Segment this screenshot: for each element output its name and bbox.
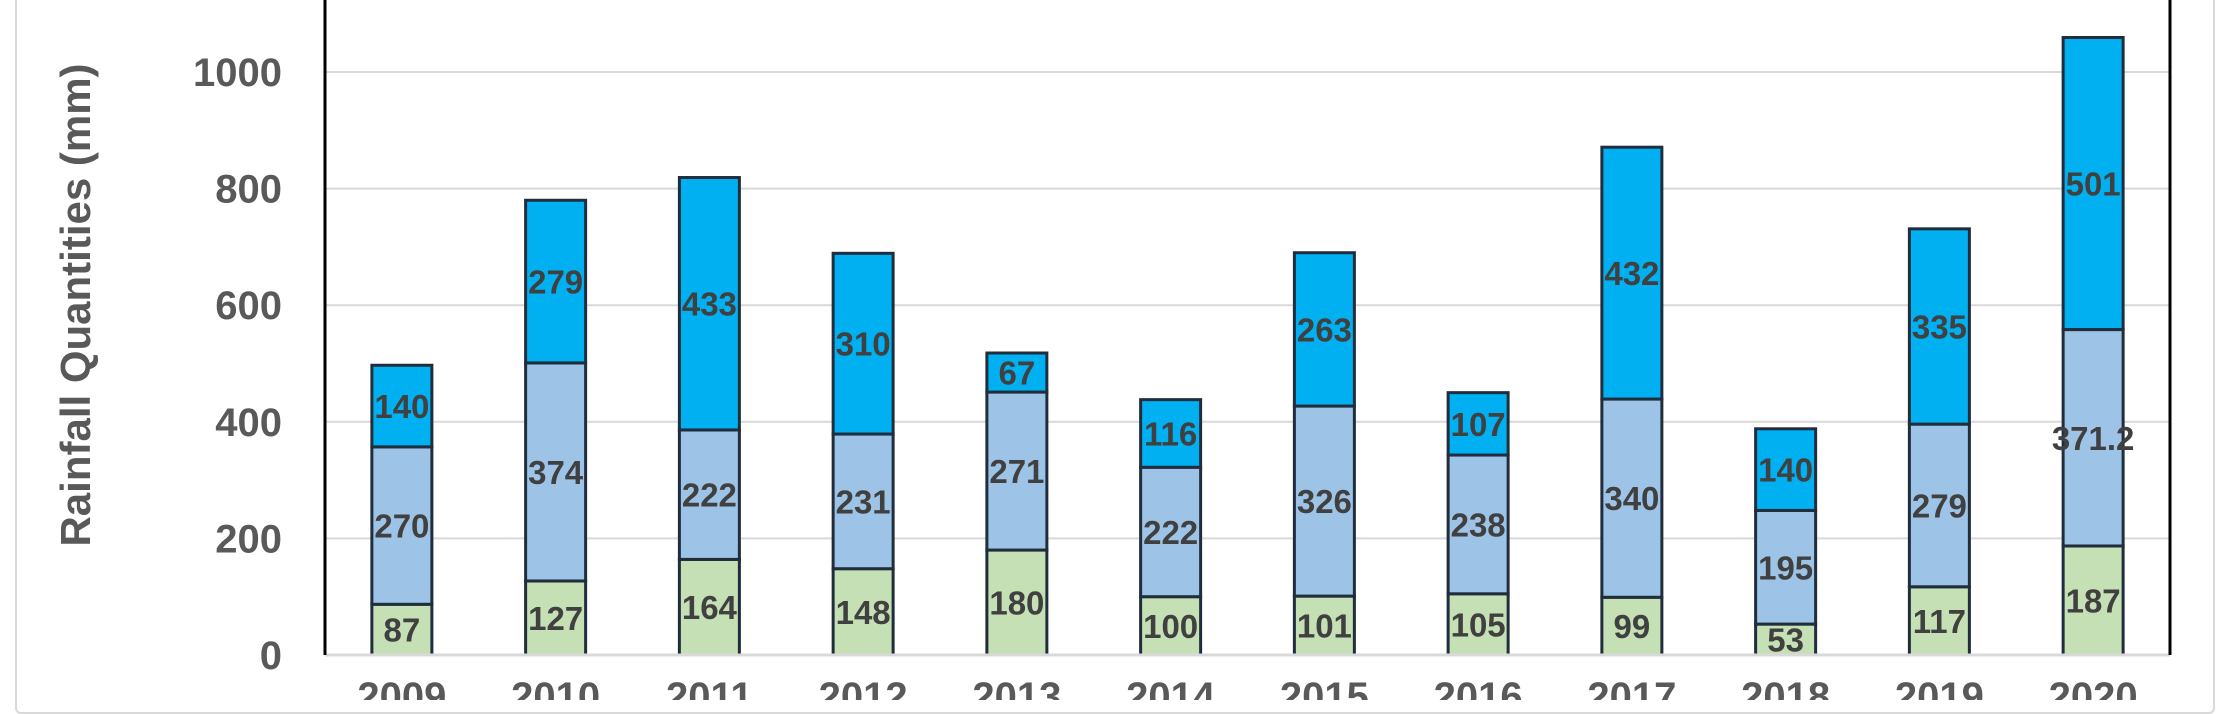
bar-segment: [1754, 622, 1818, 657]
data-label: 140: [374, 388, 429, 425]
x-tick-label: 2016: [1434, 675, 1523, 700]
data-label: 374: [528, 454, 584, 491]
y-tick-label: 600: [215, 284, 282, 328]
data-label: 433: [682, 286, 737, 323]
x-tick-label: 2009: [357, 675, 446, 700]
data-label: 231: [836, 483, 891, 520]
x-tick-label: 2013: [972, 675, 1061, 700]
data-label: 501: [2066, 166, 2121, 203]
bar-segment: [677, 176, 741, 432]
x-tick-label: 2017: [1587, 675, 1676, 700]
bar-segment: [985, 351, 1049, 394]
data-label: 99: [1614, 608, 1651, 645]
data-label: 270: [374, 508, 429, 545]
data-label: 148: [836, 594, 891, 631]
x-tick-label: 2011: [666, 675, 753, 700]
data-label: 100: [1143, 608, 1198, 645]
bar-segment: [1754, 508, 1818, 626]
bar-segment: [2061, 328, 2125, 548]
bar-segment: [1446, 391, 1510, 457]
data-label: 180: [989, 585, 1044, 622]
data-label: 263: [1297, 311, 1352, 348]
bar-segment: [1292, 404, 1356, 598]
data-label: 432: [1604, 255, 1659, 292]
y-tick-label: 400: [215, 401, 282, 445]
axes: 0 200 400 600 800 1000 2009 2010 2011 2012 2013 201…: [193, 0, 2172, 700]
data-label: 326: [1297, 483, 1352, 520]
data-label: 101: [1297, 608, 1352, 645]
data-label: 271: [989, 453, 1044, 490]
bar-segment: [1907, 227, 1971, 426]
y-axis-title: Rainfall Quantities (mm): [52, 63, 99, 546]
y-tick-label: 800: [215, 168, 282, 212]
data-label: 140: [1758, 452, 1813, 489]
data-label: 279: [528, 264, 583, 301]
bar-segment: [370, 363, 434, 449]
data-label: 187: [2066, 582, 2121, 619]
data-label: 238: [1451, 506, 1506, 543]
bar-segment: [985, 390, 1049, 552]
y-tick-label: 1000: [193, 51, 282, 95]
data-label: 116: [1144, 415, 1197, 452]
data-label: 67: [999, 355, 1036, 392]
y-tick-label: 0: [260, 634, 282, 678]
bar-segment: [2061, 544, 2125, 657]
data-label: 222: [1143, 514, 1198, 551]
data-label: 164: [682, 589, 738, 626]
x-tick-label: 2019: [1895, 675, 1984, 700]
data-label: 105: [1451, 606, 1506, 643]
data-label: 371.2: [2052, 420, 2135, 457]
bar-segment: [2061, 35, 2125, 332]
x-tick-label: 2015: [1280, 675, 1369, 700]
bar-segment: [677, 428, 741, 561]
bar-segment: [1292, 251, 1356, 408]
bar-segment: [370, 445, 434, 606]
data-label: 87: [384, 612, 421, 649]
x-tick-label: 2018: [1741, 675, 1830, 700]
bar-segment: [1139, 398, 1203, 469]
data-label: 117: [1913, 603, 1966, 640]
bars: [370, 35, 2125, 657]
bar-segment: [831, 251, 895, 436]
data-label: 335: [1912, 308, 1967, 345]
data-label: 127: [528, 600, 583, 637]
x-tick-label: 2014: [1126, 675, 1216, 700]
bar-segment: [524, 198, 588, 365]
gridlines: [325, 71, 2170, 540]
y-tick-label: 200: [215, 517, 282, 561]
x-tick-label: 2012: [819, 675, 908, 700]
data-label: 107: [1451, 406, 1506, 443]
data-labels: 87 270 140 127 374 279 164 222 433 148 231 310 180 27…: [374, 166, 2134, 659]
x-tick-label: 2010: [511, 675, 600, 700]
data-label: 195: [1758, 549, 1813, 586]
bar-segment: [1139, 465, 1203, 599]
data-label: 222: [682, 477, 737, 514]
x-tick-label: 2020: [2049, 675, 2138, 700]
data-label: 310: [836, 326, 891, 363]
data-label: 53: [1767, 622, 1804, 659]
data-label: 340: [1604, 480, 1659, 517]
bar-segment: [1754, 427, 1818, 512]
bar-segment: [1600, 145, 1664, 401]
data-label: 279: [1912, 487, 1967, 524]
